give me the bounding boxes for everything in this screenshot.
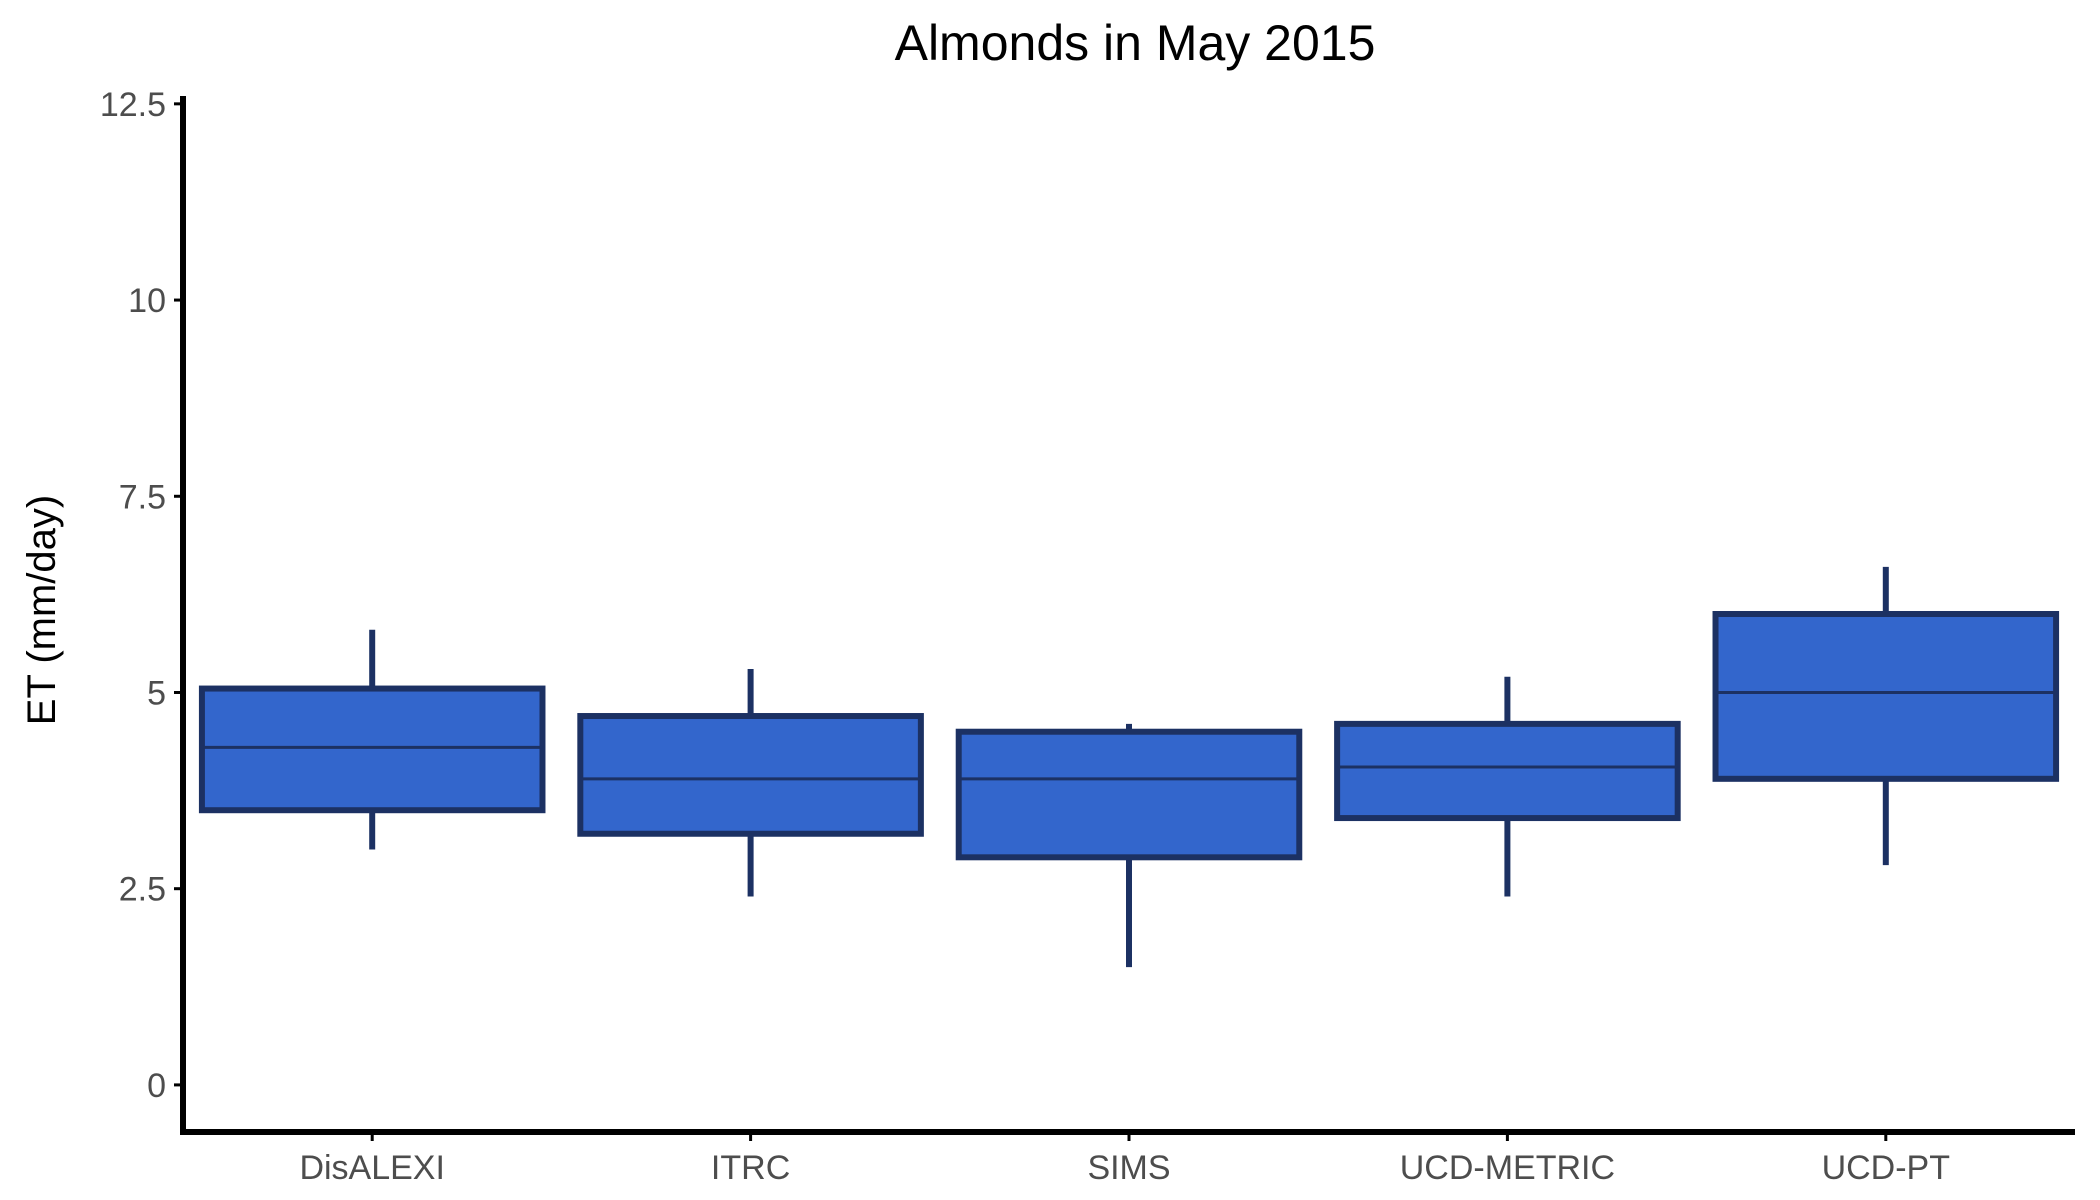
box-body <box>577 713 924 837</box>
y-tick-label: 7.5 <box>119 478 166 516</box>
box-body <box>955 728 1303 861</box>
y-tick-label: 12.5 <box>100 86 166 124</box>
x-tick-label: UCD-PT <box>1822 1149 1950 1187</box>
y-tick-label: 2.5 <box>119 871 166 909</box>
x-tick-label: ITRC <box>711 1149 790 1187</box>
y-axis-label: ET (mm/day) <box>20 495 64 725</box>
box-group <box>198 566 2060 968</box>
box-body <box>1334 720 1681 822</box>
x-tick-label: UCD-METRIC <box>1400 1149 1615 1187</box>
box-body <box>198 685 546 814</box>
x-tick-label: DisALEXI <box>299 1149 445 1187</box>
box-body <box>1712 611 2060 782</box>
x-axis-ticks: DisALEXI ITRC SIMS UCD-METRIC UCD-PT <box>299 1132 1950 1187</box>
box-disalexi <box>198 629 546 850</box>
box-itrc <box>577 668 924 897</box>
box-ucd-pt <box>1712 566 2060 866</box>
y-tick-label: 10 <box>128 282 166 320</box>
y-tick-label: 0 <box>147 1067 166 1105</box>
x-tick-label: SIMS <box>1087 1149 1170 1187</box>
y-axis-ticks: 0 2.5 5 7.5 10 12.5 <box>100 86 183 1105</box>
chart-title: Almonds in May 2015 <box>895 15 1376 71</box>
y-tick-label: 5 <box>147 674 166 712</box>
box-sims <box>955 723 1303 968</box>
box-ucd-metric <box>1334 676 1681 897</box>
